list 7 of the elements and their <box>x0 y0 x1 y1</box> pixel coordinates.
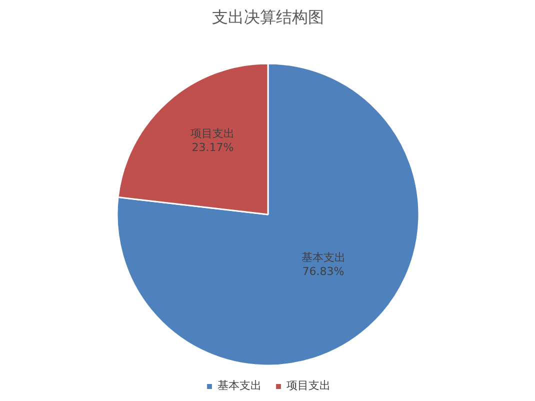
chart-title: 支出决算结构图 <box>212 8 324 26</box>
slice-label: 项目支出 <box>190 126 235 140</box>
data-label: 76.83% <box>302 265 344 278</box>
slice-label: 基本支出 <box>301 251 346 264</box>
data-label: 23.17% <box>192 140 234 154</box>
legend-label: 基本支出 <box>218 378 262 393</box>
legend-label: 项目支出 <box>286 378 330 393</box>
